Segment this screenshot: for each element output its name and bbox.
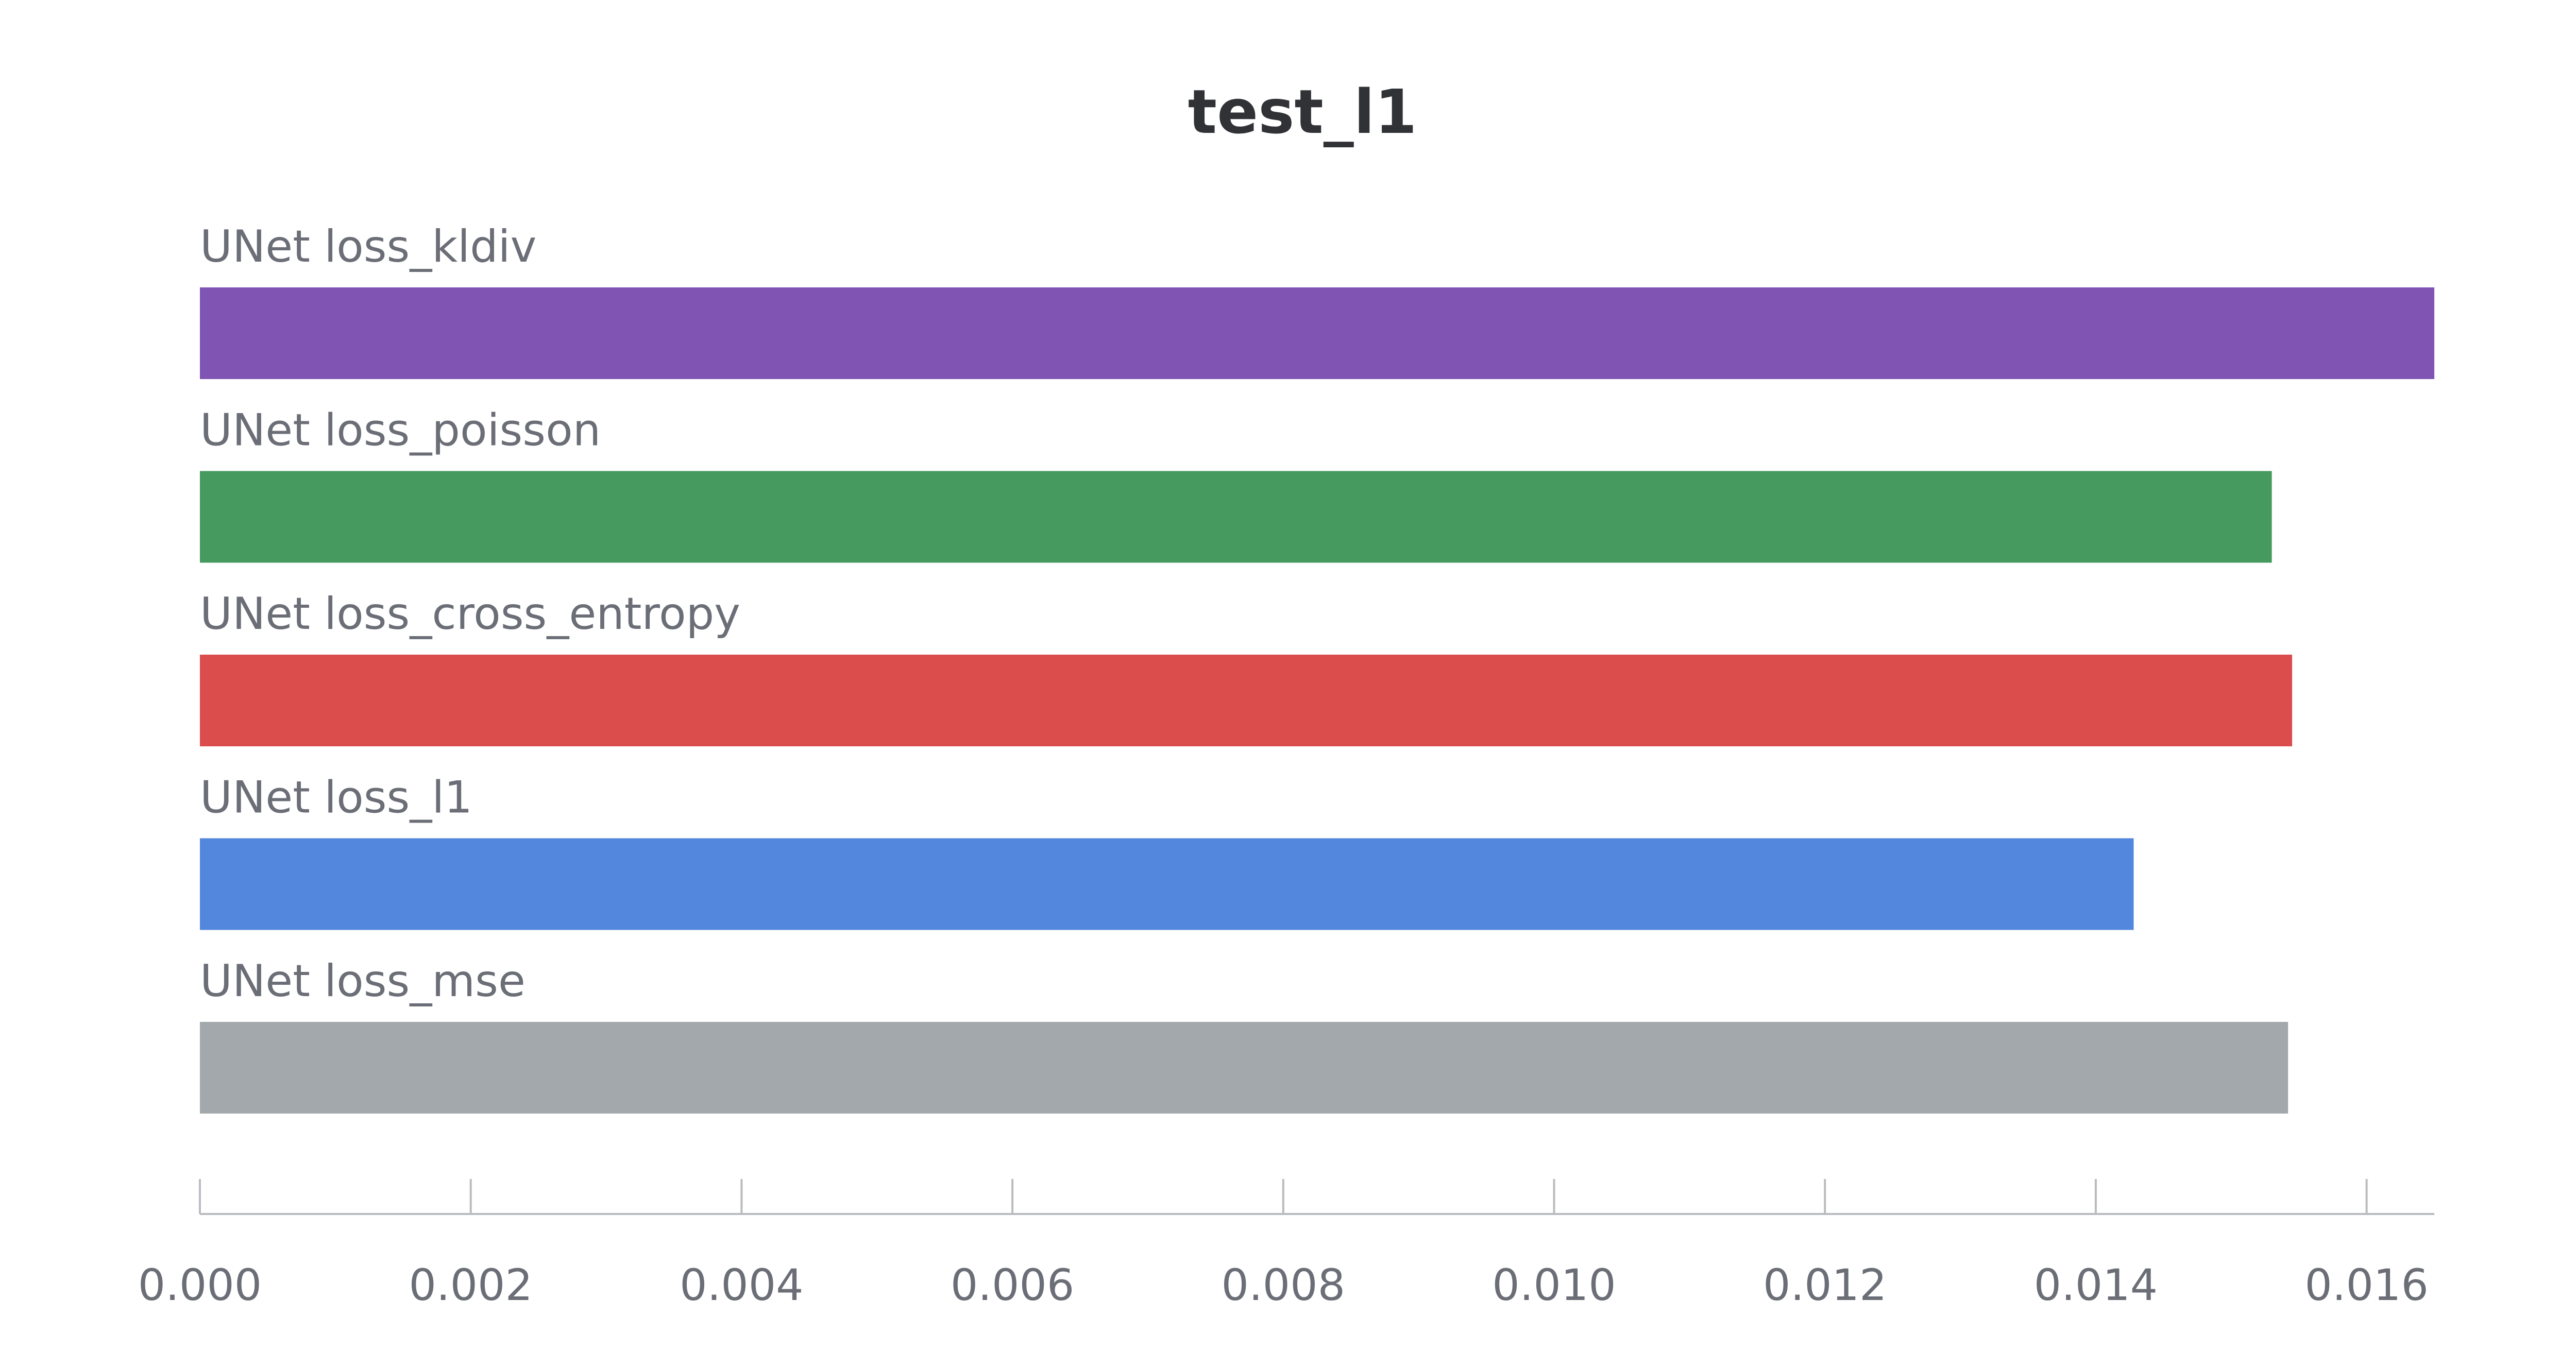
x-tick-label: 0.004	[680, 1260, 803, 1310]
bar[interactable]	[200, 655, 2293, 746]
x-tick-label: 0.012	[1763, 1260, 1887, 1310]
x-axis: 0.000 0.002 0.004 0.006 0.008 0.010 0.012 0.014…	[138, 1179, 2434, 1310]
bar-label: UNet loss_l1	[200, 772, 472, 824]
bar-label: UNet loss_mse	[200, 955, 526, 1007]
bar[interactable]	[200, 838, 2134, 930]
x-tick-label: 0.014	[2034, 1260, 2158, 1310]
x-tick-label: 0.002	[409, 1260, 532, 1310]
bar[interactable]	[200, 287, 2434, 379]
bars-group: UNet loss_kldiv UNet loss_poisson UNet los…	[200, 221, 2434, 1114]
chart-title: test_l1	[1188, 76, 1417, 147]
bar[interactable]	[200, 471, 2272, 563]
x-tick-label: 0.006	[951, 1260, 1074, 1310]
bar-label: UNet loss_kldiv	[200, 221, 536, 272]
x-tick-label: 0.016	[2304, 1260, 2428, 1310]
bar-label: UNet loss_cross_entropy	[200, 588, 740, 640]
bar[interactable]	[200, 1022, 2289, 1114]
x-tick-label: 0.008	[1222, 1260, 1345, 1310]
bar-label: UNet loss_poisson	[200, 405, 601, 456]
x-tick-label: 0.000	[138, 1260, 262, 1310]
x-tick-label: 0.010	[1492, 1260, 1616, 1310]
